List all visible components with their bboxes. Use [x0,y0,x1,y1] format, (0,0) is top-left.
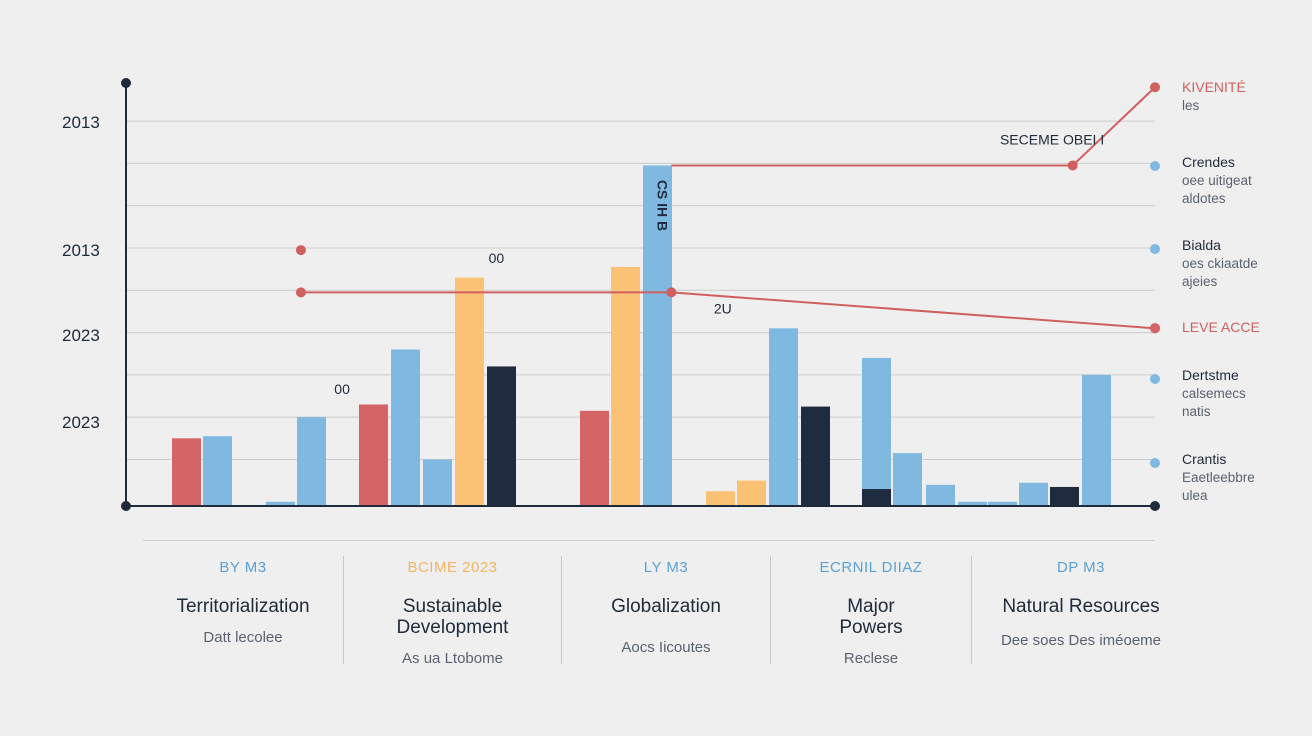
category-name: Sustainable Development [396,596,509,638]
bar [706,491,735,506]
legend-dot [1150,323,1160,333]
legend-subtitle: natis [1182,404,1211,419]
category-code: BCIME 2023 [407,559,498,576]
line-point [295,245,306,256]
grid-lines [126,120,1155,460]
category-subtitle: Datt lecolee [203,629,283,646]
category-code: LY M3 [643,559,689,576]
bar [391,349,420,506]
category-natural-resources: DP M3 Natural Resources Dee soes Des imé… [972,556,1190,664]
legend-title: Bialda [1182,237,1221,253]
legend-subtitle: les [1182,98,1200,113]
line-point [666,287,677,298]
legend-title: Crendes [1182,154,1235,170]
bar [737,480,766,506]
legend-dot [1150,374,1160,384]
bar [423,459,452,506]
category-name: Natural Resources [1002,596,1160,617]
category-name: Major Powers [839,596,903,638]
annotations: 00 00 2U SECEME OBEI I [334,131,1104,397]
axis-end-dot [1150,501,1160,511]
bar [801,406,830,506]
legend-subtitle: ajeies [1182,274,1218,289]
red-upper-line [671,86,1156,167]
bar [203,436,232,506]
categories-divider [143,540,1155,541]
bar [769,328,798,506]
annotation: 00 [334,381,350,397]
bar [893,453,922,506]
bar [862,489,891,506]
legend-subtitle: aldotes [1182,191,1226,206]
category-subtitle: Dee soes Des iméoeme [1000,632,1162,649]
category-globalization: LY M3 Globalization Aocs Iicoutes [562,556,770,664]
line-point [1067,160,1078,171]
annotation: SECEME OBEI I [1000,131,1104,147]
bars: CS IH B [172,165,1111,507]
bar [926,484,955,506]
category-territorialization: BY M3 Territorialization Datt lecolee [143,556,343,664]
y-tick-label: 2013 [62,241,100,260]
bar [1082,374,1111,506]
bar [580,410,609,506]
legend-title: Dertstme [1182,367,1239,383]
category-name: Globalization [611,596,721,617]
bar [958,501,987,506]
category-code: BY M3 [219,559,267,576]
legend-subtitle: ulea [1182,488,1208,503]
bar [487,366,516,506]
annotation: 2U [714,301,732,317]
bar [359,404,388,506]
category-name: Territorialization [176,596,310,617]
legend-dot [1150,244,1160,254]
category-subtitle: Aocs Iicoutes [621,639,711,656]
annotation: 00 [489,250,505,266]
category-separator [561,556,562,664]
y-tick-label: 2013 [62,113,100,132]
chart: CS IH B 2013 2013 2023 2023 00 00 2U SECEME OB… [62,78,1260,511]
y-tick-label: 2023 [62,326,100,345]
bar [266,501,295,506]
bar [1050,486,1079,506]
category-sustainable-development: BCIME 2023 Sustainable Development As ua… [344,556,561,667]
line-point [295,287,306,298]
category-subtitle: Reclese [843,650,899,667]
category-code: DP M3 [1056,559,1106,576]
bar [455,277,484,506]
bar-label: CS IH B [655,180,671,231]
legend-title: Crantis [1182,451,1226,467]
legend-title: KIVENITÉ [1182,79,1246,95]
legend-subtitle: calsemecs [1182,386,1246,401]
bar [172,438,201,506]
category-separator [770,556,771,664]
category-code: ECRNIL DIIAZ [819,559,923,576]
axis-end-dot [121,78,131,88]
category-major-powers: ECRNIL DIIAZ Major Powers Reclese [771,556,971,667]
red-lines [295,82,1160,334]
category-separator [343,556,344,664]
category-subtitle: As ua Ltobome [402,650,503,667]
bar [1019,482,1048,506]
line-point [1150,82,1160,93]
bar [988,501,1017,506]
bar [297,417,326,506]
legend-title: LEVE ACCE [1182,319,1260,335]
legend-subtitle: oes ckiaatde [1182,256,1258,271]
legend-dot [1150,458,1160,468]
bar [862,357,891,506]
category-separator [971,556,972,664]
y-tick-labels: 2013 2013 2023 2023 [62,113,100,432]
bar [643,165,672,507]
legend: KIVENITÉ les Crendes oee uitigeat aldotes Bia… [1150,79,1260,503]
bar [611,267,640,506]
legend-dot [1150,161,1160,171]
axis-end-dot [121,501,131,511]
y-tick-label: 2023 [62,413,100,432]
legend-subtitle: oee uitigeat [1182,173,1252,188]
axes [121,78,1160,511]
legend-subtitle: Eaetleebbre [1182,470,1255,485]
